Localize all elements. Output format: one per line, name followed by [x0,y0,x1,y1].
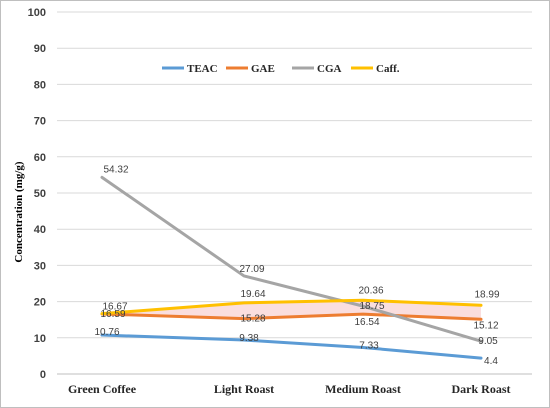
data-label: 20.36 [358,285,383,296]
legend-item: CGA [292,63,342,75]
y-tick-label: 60 [34,152,46,164]
data-label: 27.09 [239,264,264,275]
legend-label: TEAC [187,63,218,75]
data-label: 16.54 [354,317,379,328]
gridlines [57,11,532,375]
legend-item: TEAC [162,63,218,75]
series-lines [100,175,483,360]
data-label: 54.32 [103,164,128,175]
data-label: 9.05 [478,336,498,347]
data-label: 16.67 [102,302,127,313]
x-axis-categories: Green Coffee Light Roast Medium Roast Dark … [68,382,511,396]
data-label: 4.4 [484,356,498,367]
series-line-teac [100,333,483,360]
y-tick-label: 40 [34,224,46,236]
data-label: 16.59 [100,309,125,320]
y-axis-label: Concentration (mg/g) [13,161,25,262]
legend-item: Caff. [351,63,400,75]
data-label: 10.76 [94,327,119,338]
legend: TEAC GAE CGA Caff. [162,63,400,75]
y-tick-label: 90 [34,43,46,55]
y-tick-label: 50 [34,188,46,200]
x-category-label: Green Coffee [68,382,137,396]
legend-label: Caff. [376,63,400,75]
y-tick-label: 70 [34,116,46,128]
y-tick-label: 100 [28,7,46,19]
data-label: 19.64 [240,289,265,300]
y-axis-ticks: 0 10 20 30 40 50 60 70 80 90 100 [28,7,46,381]
data-labels: 10.76 9.38 7.33 4.4 16.59 15.28 16.54 15.12 54.3… [94,164,499,367]
series-line-cga [100,175,483,343]
series-line-caff [100,298,483,316]
y-tick-label: 10 [34,333,46,345]
y-tick-label: 80 [34,79,46,91]
legend-label: CGA [317,63,342,75]
legend-label: GAE [251,63,275,75]
x-category-label: Light Roast [214,382,274,396]
data-label: 7.33 [359,340,379,351]
y-tick-label: 0 [40,369,46,381]
data-label: 18.99 [474,289,499,300]
legend-item: GAE [226,63,275,75]
data-label: 15.12 [473,320,498,331]
data-label: 9.38 [239,333,259,344]
series-line-gae [100,312,483,321]
x-category-label: Medium Roast [325,382,401,396]
data-label: 15.28 [240,314,265,325]
x-category-label: Dark Roast [452,382,511,396]
y-tick-label: 20 [34,297,46,309]
y-tick-label: 30 [34,260,46,272]
data-label: 18.75 [359,301,384,312]
